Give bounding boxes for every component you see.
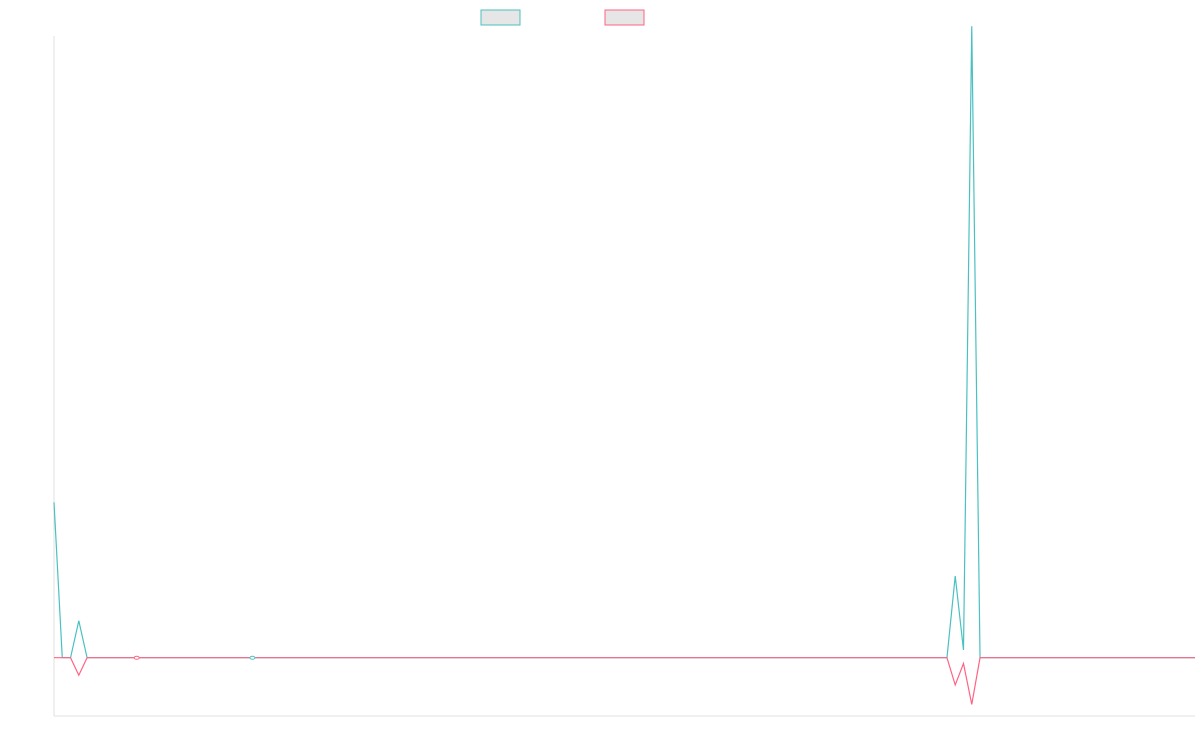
series-line-2 xyxy=(54,657,1195,705)
legend-swatch xyxy=(604,9,645,26)
axes xyxy=(53,36,1195,717)
series-layer xyxy=(53,26,1195,705)
legend xyxy=(480,9,645,26)
series-line-1 xyxy=(53,26,1195,659)
data-point[interactable] xyxy=(249,655,256,660)
legend-item[interactable] xyxy=(480,9,521,26)
legend-swatch xyxy=(480,9,521,26)
data-point[interactable] xyxy=(133,655,140,660)
legend-item[interactable] xyxy=(604,9,645,26)
